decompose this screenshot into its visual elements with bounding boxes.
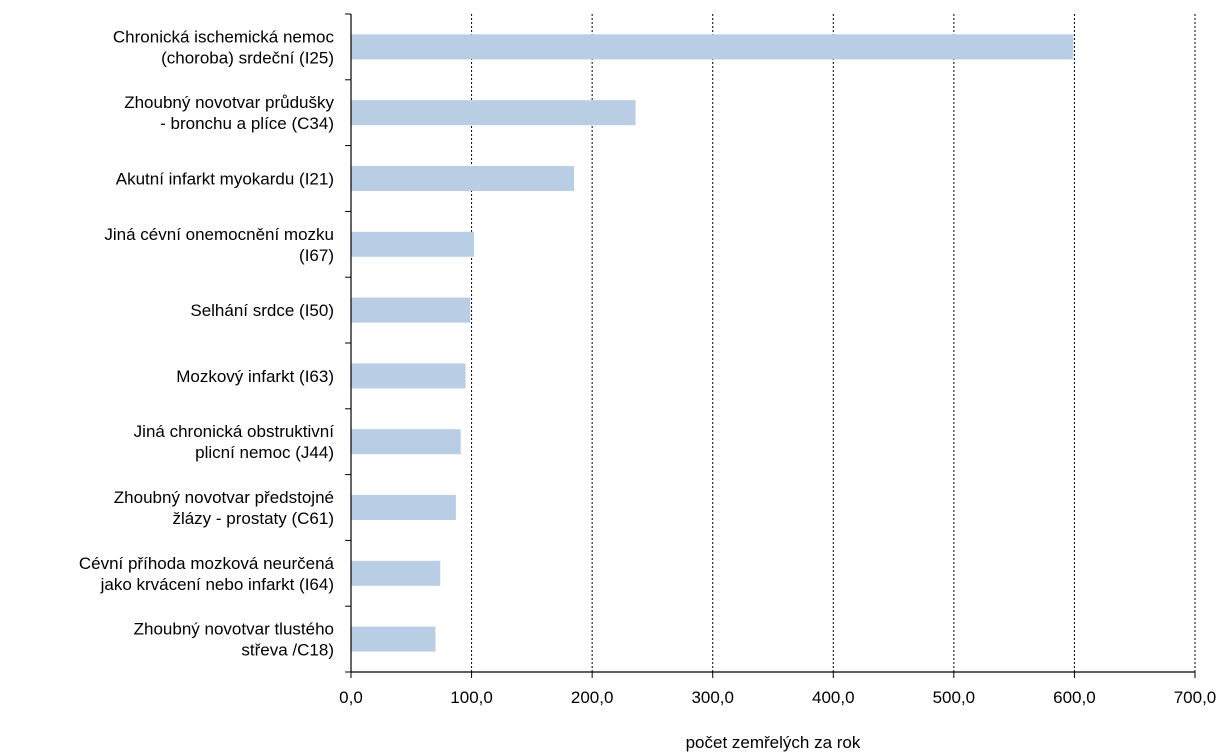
category-label: Chronická ischemická nemoc (choroba) srde… — [113, 27, 335, 67]
category-label: Akutní infarkt myokardu (I21) — [116, 170, 334, 189]
category-label: Zhoubný novotvar průdušky - bronchu a plí… — [124, 93, 334, 133]
x-tick-label: 0,0 — [339, 688, 363, 707]
category-label: Jiná chronická obstruktivní plicní nemoc … — [134, 422, 335, 462]
bar — [351, 560, 441, 586]
bar — [351, 100, 636, 126]
x-tick-labels: 0,0 100,0 200,0 300,0 400,0 500,0 600,0 700,0 — [339, 688, 1216, 707]
category-label: Jiná cévní onemocnění mozku (I67) — [104, 225, 334, 265]
category-label: Selhání srdce (I50) — [190, 301, 334, 320]
bar — [351, 34, 1074, 60]
axes — [345, 13, 1196, 678]
bar — [351, 363, 466, 389]
x-tick-label: 200,0 — [571, 688, 614, 707]
bar — [351, 429, 461, 455]
x-tick-label: 600,0 — [1053, 688, 1096, 707]
bar — [351, 166, 575, 191]
bar — [351, 626, 436, 652]
x-tick-label: 300,0 — [691, 688, 734, 707]
x-axis-title: počet zemřelých za rok — [686, 733, 861, 752]
bar — [351, 231, 474, 257]
category-label: Cévní příhoda mozková neurčená jako krvác… — [79, 554, 335, 594]
x-tick-label: 700,0 — [1174, 688, 1217, 707]
category-labels: Chronická ischemická nemoc (choroba) srde… — [79, 27, 335, 659]
category-label: Zhoubný novotvar tlustého střeva /C18) — [134, 620, 334, 660]
x-tick-label: 400,0 — [812, 688, 855, 707]
category-label: Mozkový infarkt (I63) — [176, 367, 334, 386]
bars — [351, 34, 1074, 652]
category-label: Zhoubný novotvar předstojné žlázy - prost… — [114, 488, 334, 528]
bar — [351, 495, 456, 520]
bar — [351, 297, 471, 323]
x-tick-label: 500,0 — [933, 688, 976, 707]
x-tick-label: 100,0 — [450, 688, 493, 707]
